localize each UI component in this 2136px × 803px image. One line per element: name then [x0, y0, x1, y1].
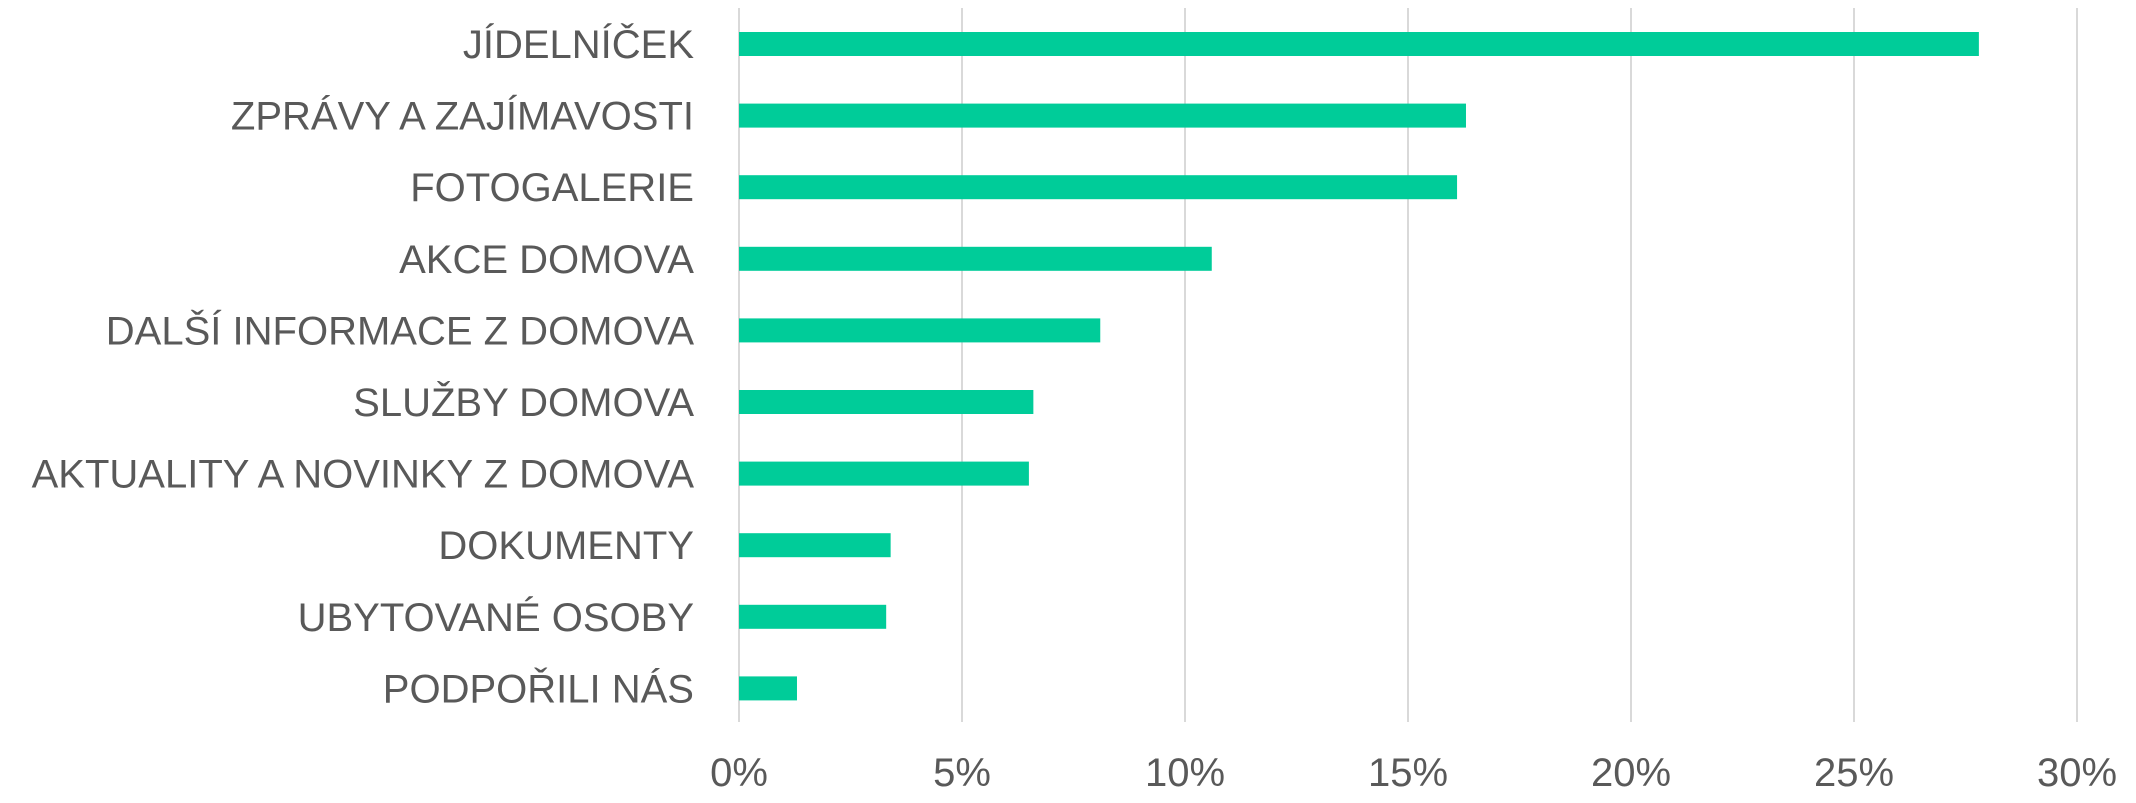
bar: [739, 461, 1029, 486]
bar: [739, 246, 1212, 271]
category-label: AKTUALITY A NOVINKY Z DOMOVA: [32, 453, 695, 497]
category-label: DOKUMENTY: [438, 524, 694, 568]
category-label: JÍDELNÍČEK: [463, 22, 694, 67]
x-tick-label: 15%: [1368, 751, 1448, 795]
x-tick-label: 0%: [710, 751, 768, 795]
x-tick-label: 10%: [1145, 751, 1225, 795]
x-tick-label: 5%: [933, 751, 991, 795]
category-label: ZPRÁVY A ZAJÍMAVOSTI: [231, 94, 694, 139]
x-tick-label: 25%: [1814, 751, 1894, 795]
x-tick-label: 20%: [1591, 751, 1671, 795]
category-label: PODPOŘILI NÁS: [383, 666, 694, 711]
bar: [739, 103, 1466, 128]
bar: [739, 604, 887, 629]
category-label: UBYTOVANÉ OSOBY: [298, 595, 694, 640]
bar: [739, 533, 891, 558]
category-label: DALŠÍ INFORMACE Z DOMOVA: [106, 308, 695, 353]
bar: [739, 390, 1034, 414]
category-label: SLUŽBY DOMOVA: [353, 380, 694, 425]
bar: [739, 318, 1101, 343]
bar: [739, 175, 1458, 200]
category-labels: JÍDELNÍČEK ZPRÁVY A ZAJÍMAVOSTI FOTOGALERI…: [32, 22, 695, 711]
x-axis-tick-labels: 0% 5% 10% 15% 20% 25% 30%: [710, 751, 2117, 795]
bar: [739, 676, 797, 701]
x-tick-label: 30%: [2037, 751, 2117, 795]
bars: [739, 32, 1979, 701]
category-label: FOTOGALERIE: [410, 166, 694, 210]
bar: [739, 32, 1979, 56]
category-label: AKCE DOMOVA: [399, 238, 694, 282]
